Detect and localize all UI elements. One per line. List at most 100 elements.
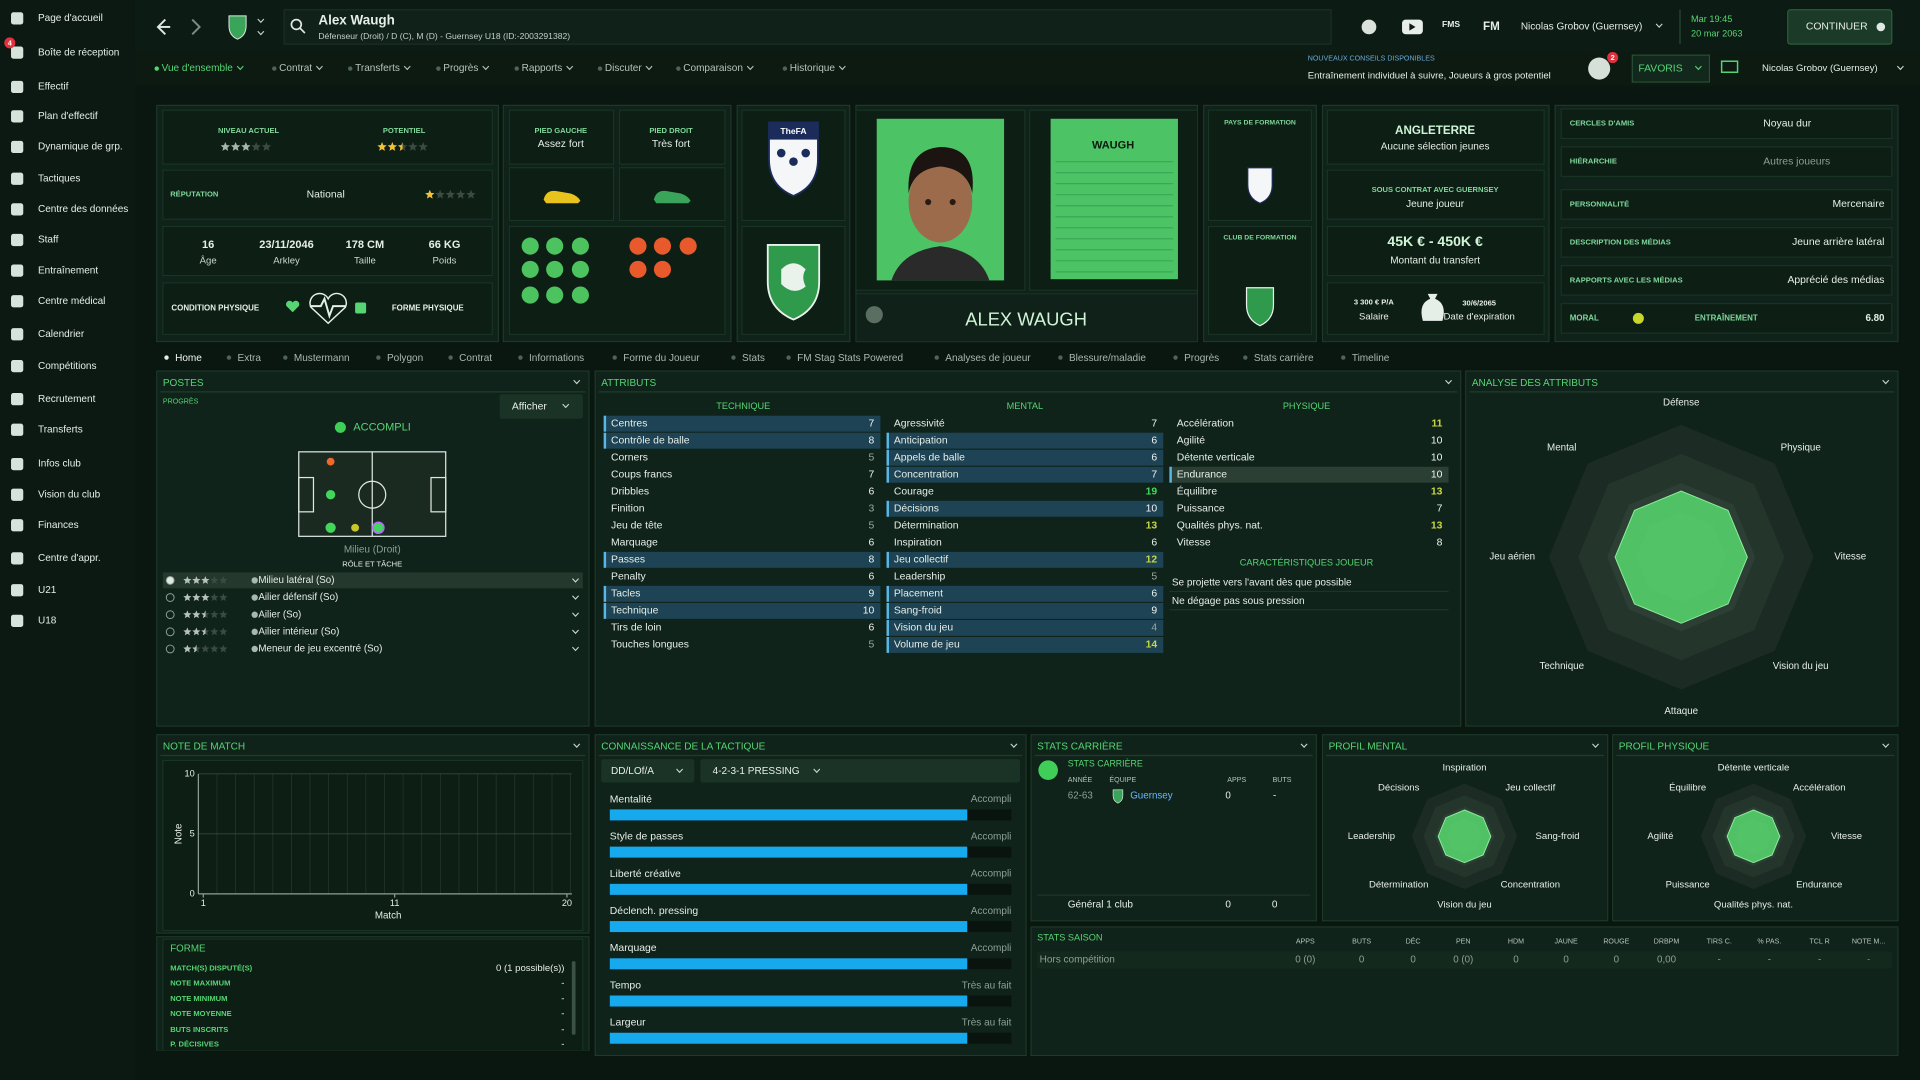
menu-item[interactable]: Historique (790, 63, 836, 74)
radio (165, 593, 175, 602)
nav-item[interactable]: U18 (38, 615, 57, 626)
table-cell: 0 (1410, 955, 1416, 966)
dropdown[interactable] (700, 759, 1020, 783)
tab[interactable]: Contrat (459, 353, 492, 364)
menu-item[interactable]: Rapports (522, 63, 563, 74)
field-label: RÔLE ET TÂCHE (342, 559, 402, 568)
advisor-avatar (1588, 57, 1611, 80)
role-name[interactable]: Ailier intérieur (So) (258, 626, 339, 637)
favorites-button[interactable] (1631, 54, 1710, 83)
nav-item[interactable]: Effectif (38, 82, 69, 93)
nav-item[interactable]: Infos club (38, 459, 81, 470)
star (201, 576, 210, 584)
nav-item[interactable]: Boîte de réception (38, 47, 119, 58)
nav-item[interactable]: Plan d'effectif (38, 111, 98, 122)
nav-icon (11, 457, 24, 471)
continue-button[interactable] (1787, 9, 1893, 45)
nav-item[interactable]: Staff (38, 235, 59, 246)
nav-item[interactable]: Transferts (38, 424, 83, 435)
continue-label[interactable]: CONTINUER (1806, 22, 1868, 33)
star (183, 576, 192, 584)
tab[interactable]: FM Stag Stats Powered (797, 353, 903, 364)
nav-item[interactable]: U21 (38, 585, 57, 596)
boot-icon (653, 190, 691, 204)
role-name[interactable]: Milieu latéral (So) (258, 575, 334, 586)
link[interactable]: STATS CARRIÈRE (1068, 758, 1143, 768)
attribute-value: 6 (869, 623, 875, 634)
star (418, 142, 428, 151)
position-name: Milieu (Droit) (344, 544, 401, 555)
key-attribute-bg (886, 466, 1164, 483)
role-name[interactable]: Meneur de jeu excentré (So) (258, 644, 382, 655)
radio (165, 627, 175, 637)
panel (1030, 926, 1899, 1056)
tab[interactable]: Polygon (387, 353, 423, 364)
nav-item[interactable]: Dynamique de grp. (38, 142, 123, 153)
tab[interactable]: Blessure/maladie (1069, 353, 1146, 364)
radio (165, 610, 175, 620)
tab[interactable]: Analyses de joueur (945, 353, 1031, 364)
tab[interactable]: Extra (238, 353, 262, 364)
nav-item[interactable]: Centre des données (38, 204, 128, 215)
button-label[interactable]: Afficher (512, 401, 548, 412)
nav-item[interactable]: Calendrier (38, 329, 85, 340)
tab[interactable]: Home (175, 353, 202, 364)
radar-label: Agilité (1647, 831, 1673, 842)
field-value: Jeune arrière latéral (1792, 237, 1884, 248)
show-button[interactable] (499, 394, 583, 419)
chevron (676, 768, 684, 774)
nav-item[interactable]: Recrutement (38, 394, 96, 405)
portrait-face (908, 161, 973, 243)
manager-name[interactable]: Nicolas Grobov (Guernsey) (1762, 63, 1878, 74)
trait-icon (629, 260, 647, 278)
panel-title[interactable]: STATS SAISON (1037, 932, 1102, 942)
menu-item[interactable]: Vue d'ensemble (162, 63, 234, 74)
role-name[interactable]: Ailier (So) (258, 609, 301, 620)
dropdown[interactable] (601, 759, 695, 783)
dropdown-label[interactable]: DD/LOf/A (611, 766, 654, 777)
nav-item[interactable]: Tactiques (38, 173, 80, 184)
tab[interactable]: Mustermann (294, 353, 350, 364)
nav-item[interactable]: Vision du club (38, 489, 101, 500)
tab[interactable]: Stats (742, 353, 765, 364)
menu-item[interactable]: Contrat (279, 63, 312, 74)
radar-label: Mental (1547, 443, 1576, 454)
nav-item[interactable]: Centre médical (38, 296, 105, 307)
info-row (1560, 303, 1893, 334)
tab[interactable]: Forme du Joueur (623, 353, 700, 364)
dropdown-label[interactable]: 4-2-3-1 PRESSING (713, 766, 800, 777)
menu-item[interactable]: Discuter (605, 63, 642, 74)
chevron (566, 65, 574, 71)
nav-item[interactable]: Compétitions (38, 361, 97, 372)
nav-item[interactable]: Centre d'appr. (38, 553, 101, 564)
table-cell: 0 (1359, 955, 1365, 966)
attribute-value: 5 (869, 521, 875, 532)
favorites-label[interactable]: FAVORIS (1638, 63, 1682, 74)
radar-label: Vision du jeu (1437, 899, 1491, 910)
star (210, 644, 219, 653)
role-name[interactable]: Ailier défensif (So) (258, 592, 338, 603)
link[interactable]: PROGRÈS (163, 397, 199, 406)
nav-item[interactable]: Page d'accueil (38, 13, 103, 24)
manager-name[interactable]: Nicolas Grobov (Guernsey) (1521, 22, 1643, 33)
nav-item[interactable]: Entraînement (38, 265, 98, 276)
attribute-name: Penalty (611, 572, 646, 583)
table-cell[interactable]: Guernsey (1130, 791, 1173, 802)
icon (865, 306, 883, 324)
star (219, 644, 228, 653)
forward-button[interactable] (191, 18, 201, 35)
menu-item[interactable]: Progrès (443, 63, 478, 74)
field-value: 6.80 (1865, 313, 1885, 324)
menu-item[interactable]: Comparaison (683, 63, 743, 74)
key-attribute-flag (886, 466, 889, 483)
attribute-value: 7 (869, 418, 875, 429)
attribute-name: Appels de balle (894, 452, 965, 463)
tab[interactable]: Informations (529, 353, 584, 364)
nav-item[interactable]: Finances (38, 520, 79, 531)
field-label: RAPPORTS AVEC LES MÉDIAS (1570, 275, 1683, 284)
tab[interactable]: Timeline (1352, 353, 1390, 364)
menu-item[interactable]: Transferts (355, 63, 400, 74)
game-date: 20 mar 2063 (1691, 29, 1743, 39)
tab[interactable]: Stats carrière (1254, 353, 1314, 364)
tab[interactable]: Progrès (1184, 353, 1219, 364)
